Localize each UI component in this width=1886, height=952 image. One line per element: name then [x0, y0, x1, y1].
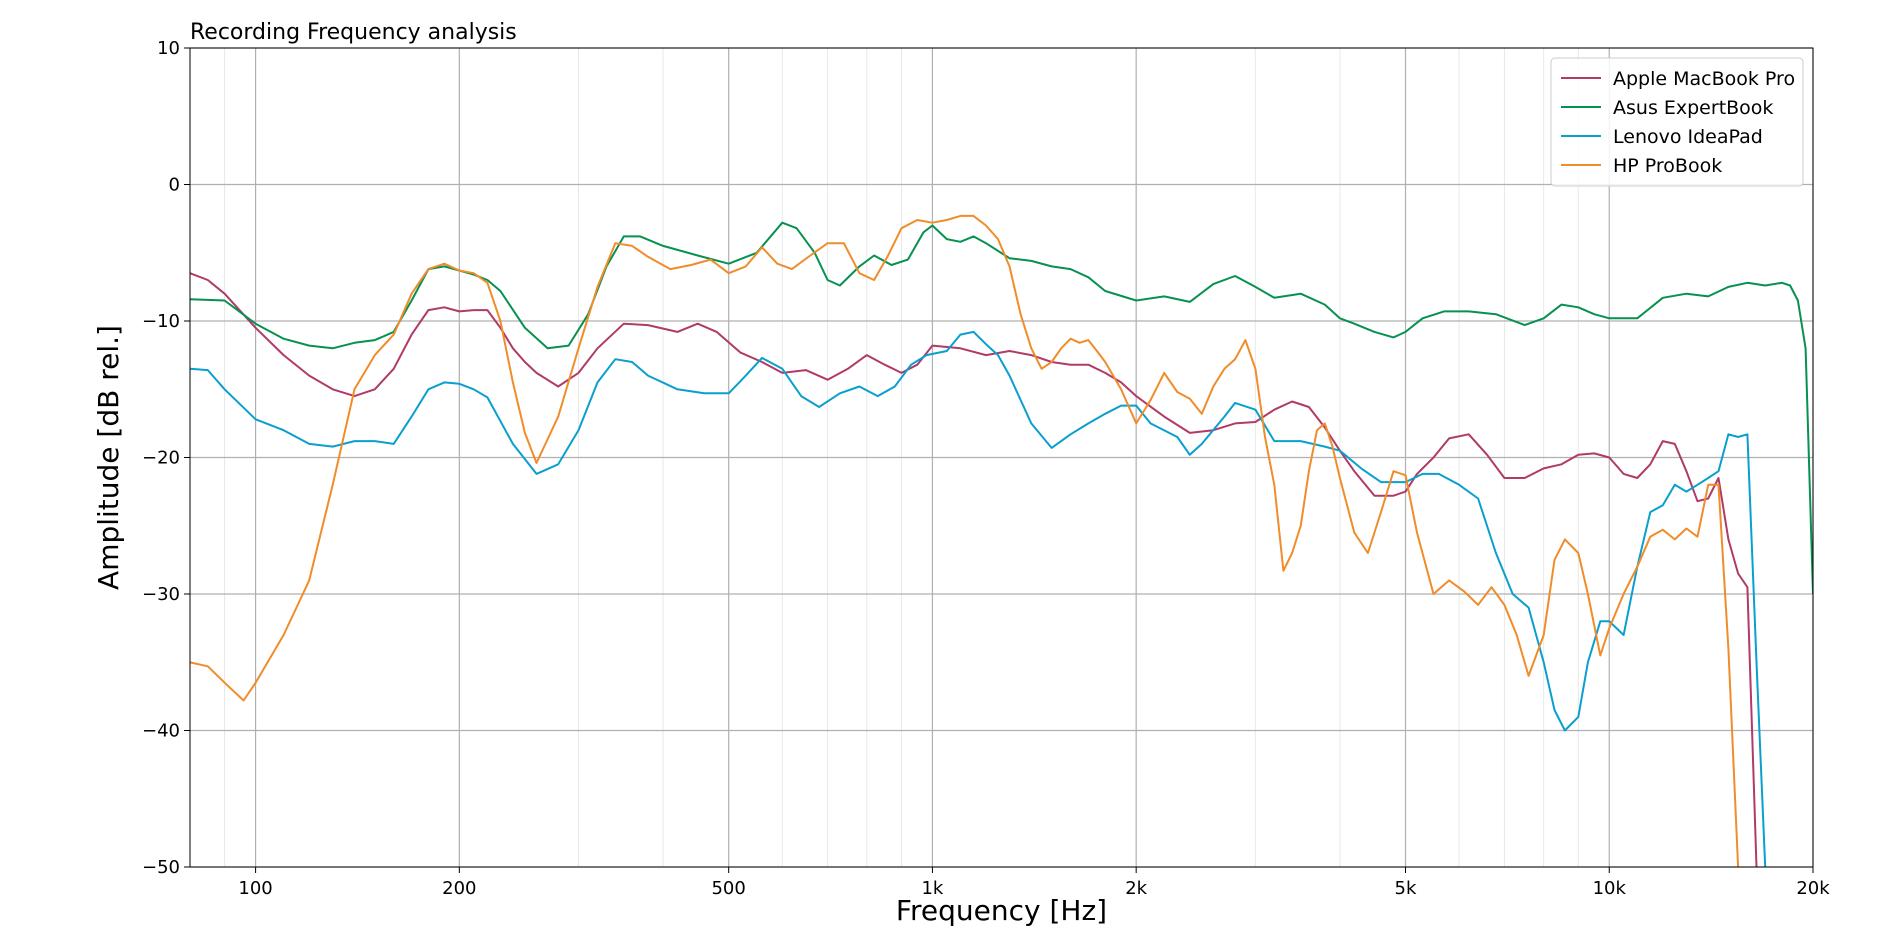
y-tick-label: 0	[169, 175, 180, 196]
series-layer	[190, 214, 1813, 867]
series-line-asus-expertbook	[190, 221, 1813, 595]
x-axis-label: Frequency [Hz]	[896, 894, 1107, 927]
x-tick-label: 5k	[1395, 878, 1417, 899]
chart-title: Recording Frequency analysis	[190, 20, 517, 45]
x-tick-label: 100	[238, 878, 272, 899]
x-tick-label: 10k	[1593, 878, 1627, 899]
series-line-apple-macbook-pro	[190, 272, 1758, 867]
y-tick-label: −40	[142, 721, 180, 742]
y-tick-label: −50	[142, 857, 180, 878]
legend-entry: Asus ExpertBook	[1613, 97, 1773, 119]
x-tick-label: 500	[711, 878, 745, 899]
y-axis: 10 0 −10 −20 −30 −40 −50	[142, 38, 190, 878]
x-tick-label: 1k	[921, 878, 943, 899]
y-axis-label: Amplitude [dB rel.]	[92, 325, 125, 590]
y-tick-label: −20	[142, 448, 180, 469]
x-tick-label: 20k	[1796, 878, 1830, 899]
x-tick-label: 200	[442, 878, 476, 899]
legend-entry: HP ProBook	[1613, 155, 1722, 177]
y-tick-label: −30	[142, 584, 180, 605]
legend: Apple MacBook Pro Asus ExpertBook Lenovo I…	[1550, 57, 1804, 187]
y-tick-label: −10	[142, 311, 180, 332]
series-line-lenovo-ideapad	[190, 330, 1767, 867]
legend-box	[1550, 57, 1804, 187]
legend-entry: Apple MacBook Pro	[1613, 68, 1795, 90]
legend-entry: Lenovo IdeaPad	[1613, 126, 1763, 148]
x-tick-label: 2k	[1125, 878, 1147, 899]
x-axis: 100 200 500 1k 2k 5k 10k 20k	[238, 867, 1830, 899]
series-line-hp-probook	[190, 214, 1740, 867]
y-tick-label: 10	[157, 38, 180, 59]
